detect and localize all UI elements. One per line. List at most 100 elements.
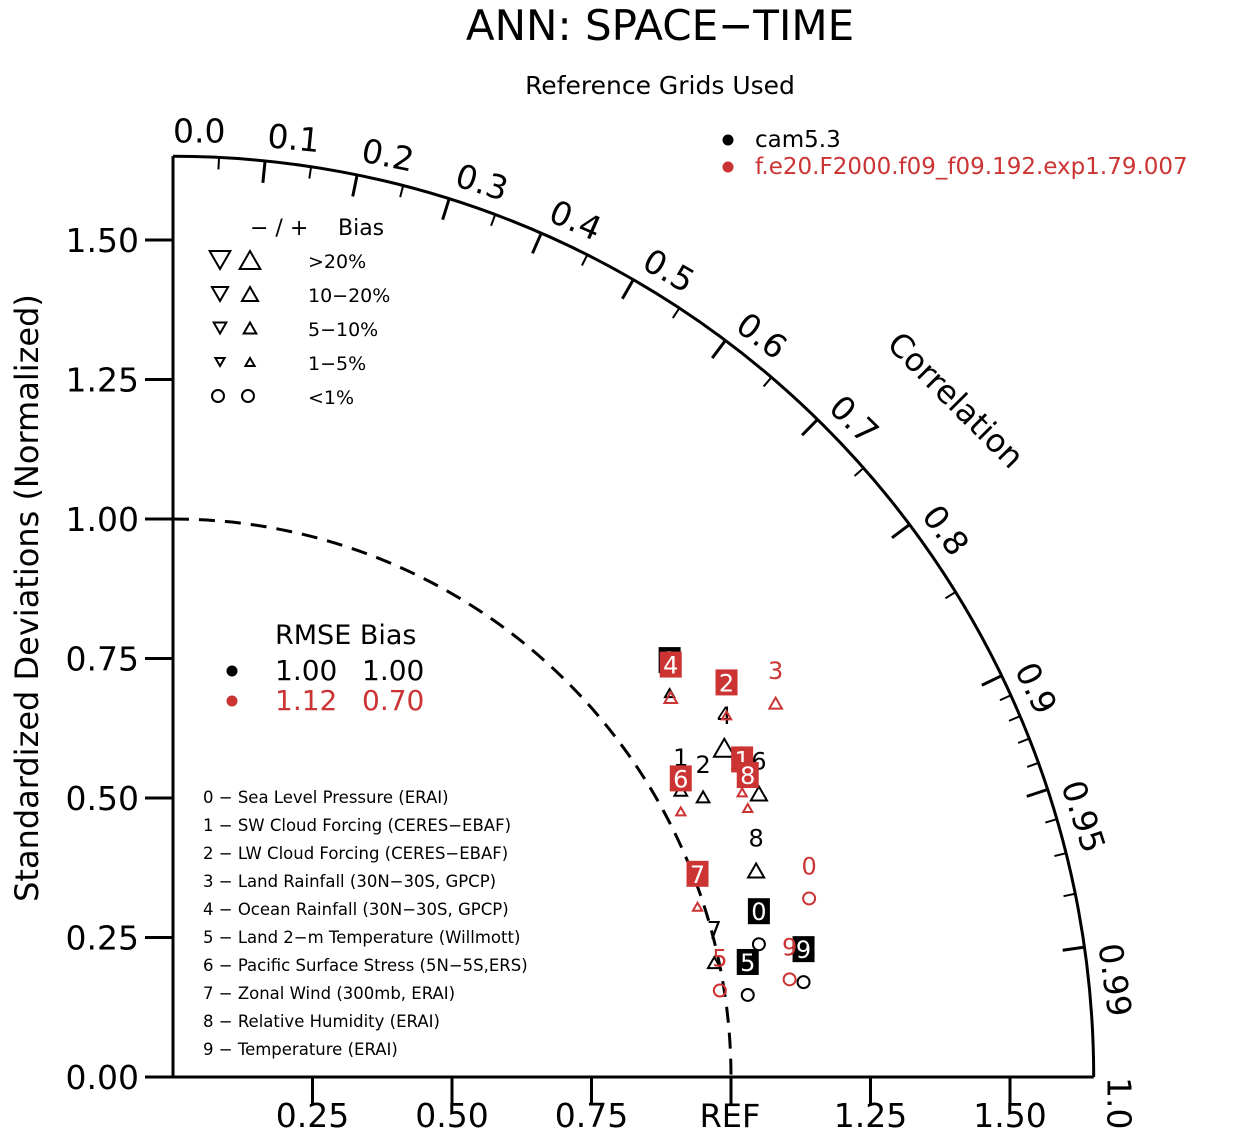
bias-legend-down-triangle: [213, 357, 227, 369]
data-point-label: 5: [712, 945, 727, 973]
case-legend-dot: [722, 161, 734, 173]
corr-minor-tick: [581, 254, 589, 266]
data-point-marker: [691, 900, 704, 912]
variable-legend-item: 7 − Zonal Wind (300mb, ERAI): [203, 984, 455, 1003]
corr-minor-tick: [308, 166, 313, 179]
corr-tick: [891, 523, 911, 539]
corr-tick-label: 0.4: [544, 192, 608, 249]
bias-legend-down-triangle: [211, 321, 229, 336]
rmse-value: 1.12: [275, 684, 337, 717]
corr-tick: [801, 418, 819, 437]
bias-legend-label: >20%: [308, 251, 366, 273]
corr-minor-tick: [999, 694, 1012, 702]
bias-legend-up-triangle: [241, 320, 259, 335]
corr-minor-tick: [944, 591, 957, 600]
variable-legend-item: 1 − SW Cloud Forcing (CERES−EBAF): [203, 816, 511, 835]
y-tick-label: 0.25: [66, 919, 139, 958]
data-point-marker: [782, 972, 797, 987]
data-point-marker: [796, 975, 811, 990]
rmse-bias-dot: [226, 665, 238, 677]
rmse-value: 1.00: [275, 654, 337, 687]
data-point-label: 9: [782, 933, 797, 961]
bias-legend-up-triangle: [243, 355, 257, 367]
case-legend-label: cam5.3: [755, 127, 841, 153]
corr-tick-label: 0.99: [1090, 941, 1139, 1019]
corr-tick-label: 0.1: [266, 116, 322, 160]
bias-value: 0.70: [362, 684, 424, 717]
x-tick-label: 0.50: [415, 1096, 488, 1135]
corr-tick-label: 0.2: [358, 131, 417, 180]
x-tick-label: 1.25: [834, 1096, 907, 1135]
data-point-label-box: [715, 669, 738, 696]
data-point-label: 6: [673, 765, 688, 793]
bias-legend-down-triangle: [207, 250, 233, 272]
corr-minor-tick: [1054, 852, 1067, 858]
data-point-marker: [751, 937, 766, 952]
data-point-label: 4: [663, 652, 678, 680]
corr-tick: [621, 278, 635, 300]
corr-tick: [1026, 788, 1049, 798]
data-point-marker: [767, 695, 784, 710]
data-point-label-box: [736, 948, 759, 975]
reference-std-arc: [172, 517, 733, 1078]
corr-minor-tick: [1017, 737, 1030, 744]
y-tick-label: 0.50: [66, 779, 139, 818]
corr-tick: [981, 674, 1003, 687]
data-point-marker: [741, 802, 755, 814]
corr-minor-tick: [1045, 818, 1058, 824]
bias-legend-up-triangle: [237, 248, 263, 270]
data-point-marker: [802, 891, 817, 906]
data-point-label-box: [669, 765, 692, 792]
data-point-marker: [746, 861, 766, 879]
bias-legend-label: 5−10%: [308, 319, 378, 341]
corr-tick: [441, 198, 451, 221]
case-legend-dot: [722, 134, 734, 146]
x-tick-label: 1.50: [973, 1096, 1046, 1135]
data-point-marker: [662, 690, 679, 705]
data-point-label-box: [747, 898, 770, 925]
corr-tick: [531, 232, 543, 254]
corr-minor-tick: [762, 376, 773, 388]
variable-legend-item: 2 − LW Cloud Forcing (CERES−EBAF): [203, 844, 508, 863]
variable-legend-item: 3 − Land Rainfall (30N−30S, GPCP): [203, 872, 496, 891]
outer-arc: [172, 154, 1096, 1078]
data-point-label: 2: [719, 669, 734, 697]
data-point-label: 3: [768, 657, 783, 685]
corr-minor-tick: [217, 157, 221, 170]
data-point-label-box: [792, 936, 815, 963]
corr-minor-tick: [490, 214, 497, 227]
data-point-marker: [749, 784, 769, 802]
case-legend-label: f.e20.F2000.f09_f09.192.exp1.79.007: [755, 154, 1188, 180]
data-point-label: 1: [673, 744, 688, 772]
corr-tick-label: 0.8: [914, 498, 977, 563]
y-tick-label: 1.25: [66, 361, 139, 400]
bias-legend-down-triangle: [210, 286, 230, 304]
data-point-marker: [712, 983, 727, 998]
bias-legend-circle-neg: [211, 389, 225, 403]
corr-tick-label: 0.7: [822, 387, 887, 452]
data-point-label: 9: [796, 936, 811, 964]
data-point-label: 0: [751, 898, 766, 926]
data-point-label: 0: [801, 852, 816, 880]
corr-tick: [351, 174, 359, 197]
corr-minor-tick: [1008, 715, 1021, 722]
x-tick-label: 0.75: [555, 1096, 628, 1135]
data-point-label: 7: [690, 861, 705, 889]
x-tick-label: 0.25: [276, 1096, 349, 1135]
bias-legend-up-triangle: [240, 284, 260, 302]
y-axis-label: Standardized Deviations (Normalized): [8, 294, 46, 902]
variable-legend-item: 0 − Sea Level Pressure (ERAI): [203, 788, 449, 807]
data-point-label-box: [736, 762, 759, 789]
corr-tick-label: 0.6: [729, 304, 794, 367]
bias-legend-bias-header: Bias: [338, 216, 384, 241]
variable-legend-item: 5 − Land 2−m Temperature (Willmott): [203, 928, 520, 947]
correlation-label: Correlation: [880, 324, 1032, 476]
data-point-label: 8: [740, 762, 755, 790]
bias-legend-label: 10−20%: [308, 285, 390, 307]
y-tick-label: 0.00: [66, 1058, 139, 1097]
variable-legend-item: 4 − Ocean Rainfall (30N−30S, GPCP): [203, 900, 509, 919]
y-tick-label: 1.50: [66, 221, 139, 260]
data-point-marker: [735, 786, 749, 798]
variable-legend-item: 6 − Pacific Surface Stress (5N−5S,ERS): [203, 956, 528, 975]
chart-subtitle: Reference Grids Used: [525, 71, 795, 100]
